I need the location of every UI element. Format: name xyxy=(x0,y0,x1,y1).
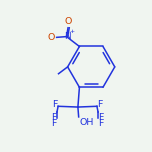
Text: +: + xyxy=(70,29,75,34)
Text: F: F xyxy=(52,119,57,128)
Text: F: F xyxy=(98,100,103,109)
Text: F: F xyxy=(98,113,104,122)
Text: O: O xyxy=(65,17,72,26)
Text: N: N xyxy=(64,32,70,41)
Text: F: F xyxy=(98,119,104,128)
Text: F: F xyxy=(52,113,57,122)
Text: OH: OH xyxy=(79,118,94,127)
Text: O: O xyxy=(47,33,55,42)
Text: F: F xyxy=(52,100,57,109)
